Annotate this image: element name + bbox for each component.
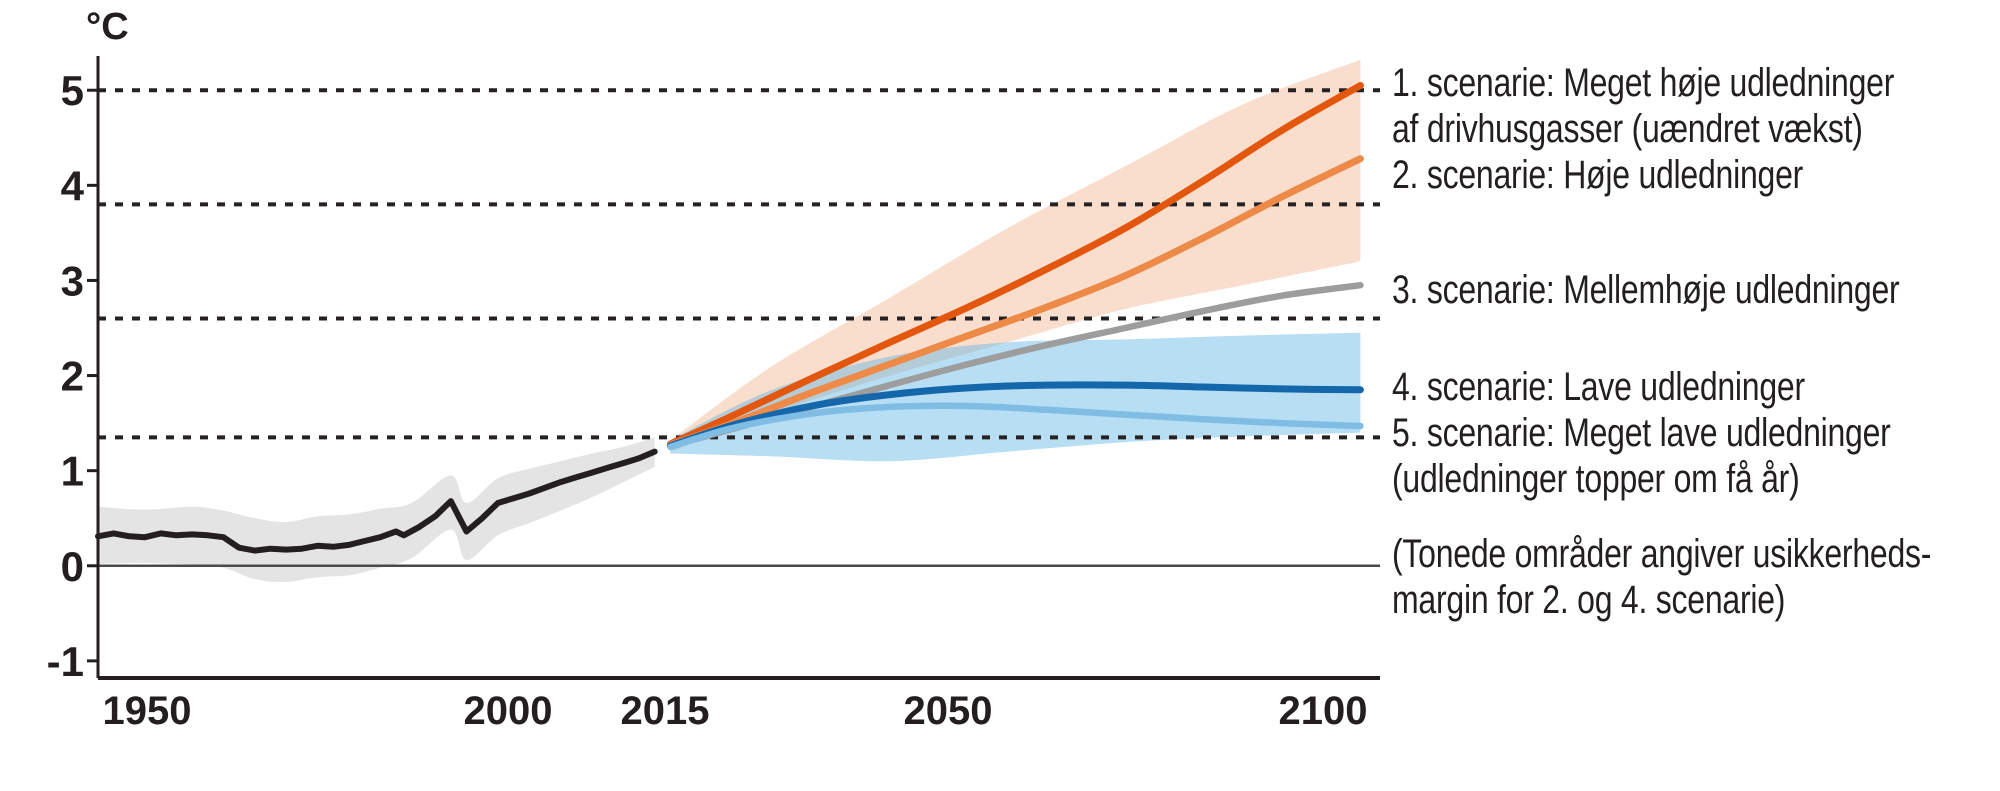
legend-scenario-2-label: 2. scenarie: Høje udledninger <box>1392 153 1804 197</box>
historical-uncertainty-band <box>98 437 655 582</box>
uncertainty-note-line-1: (Tonede områder angiver usikkerheds- <box>1392 532 1932 576</box>
legend-scenario-5-label-line-1: 5. scenarie: Meget lave udledninger <box>1392 411 1891 455</box>
y-tick-label: 3 <box>61 257 84 304</box>
scenario1-line <box>666 82 1364 448</box>
legend-block-scenarios-4-5: 4. scenarie: Lave udledninger 5. scenari… <box>1392 364 1891 502</box>
y-axis-unit-label: °C <box>86 6 129 48</box>
y-tick-label: 5 <box>61 67 84 114</box>
x-tick-label: 2050 <box>904 689 993 733</box>
y-tick-label: 0 <box>61 543 84 590</box>
scenario-4-uncertainty-band <box>670 332 1361 462</box>
legend-scenario-5-label-line-2: (udledninger topper om få år) <box>1392 457 1800 501</box>
scenario-2-uncertainty-band <box>670 59 1361 452</box>
y-tick-label: 4 <box>61 162 85 209</box>
legend-scenario-4-label: 4. scenarie: Lave udledninger <box>1392 365 1805 409</box>
x-tick-label: 2015 <box>621 689 710 733</box>
legend-block-scenario-3: 3. scenarie: Mellemhøje udledninger <box>1392 267 1900 313</box>
uncertainty-note-line-2: margin for 2. og 4. scenarie) <box>1392 578 1786 622</box>
x-tick-label: 1950 <box>103 689 192 733</box>
scenario5-line <box>667 402 1364 451</box>
y-tick-label: 1 <box>61 448 84 495</box>
x-tick-label: 2100 <box>1279 689 1368 733</box>
legend-scenario-1-label-line-2: af drivhusgasser (uændret vækst) <box>1392 107 1863 151</box>
scenario4-line <box>666 381 1364 450</box>
uncertainty-note: (Tonede områder angiver usikkerheds- mar… <box>1392 531 1931 623</box>
legend-block-scenarios-1-2: 1. scenarie: Meget høje udledninger af d… <box>1392 60 1894 198</box>
y-tick-label: 2 <box>61 353 84 400</box>
historical-temperature-line <box>95 448 658 554</box>
scenario2-line <box>666 155 1364 449</box>
y-tick-label: -1 <box>47 638 84 685</box>
legend-scenario-1-label-line-1: 1. scenarie: Meget høje udledninger <box>1392 61 1895 105</box>
x-tick-label: 2000 <box>464 689 553 733</box>
legend-scenario-3-label: 3. scenarie: Mellemhøje udledninger <box>1392 268 1900 312</box>
